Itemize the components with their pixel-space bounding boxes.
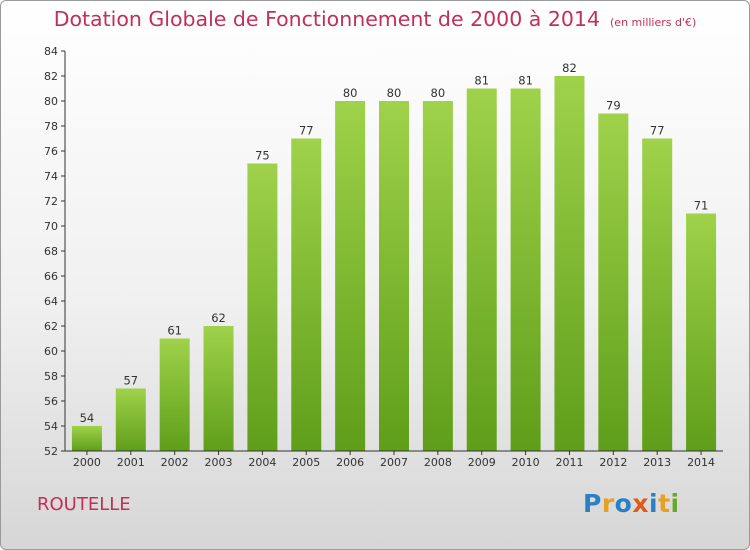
x-tick-label: 2014 [687, 456, 715, 469]
y-tick-label: 60 [44, 345, 58, 358]
bar-2005 [291, 138, 322, 451]
logo-letter: t [658, 489, 671, 518]
data-label-2001: 57 [123, 374, 138, 388]
bar-2014 [686, 213, 717, 451]
title-text: Dotation Globale de Fonctionnement de 20… [53, 7, 601, 31]
bar-2007 [379, 101, 409, 451]
proxiti-logo: Proxiti [583, 489, 680, 518]
bar-2008 [422, 101, 453, 451]
y-tick-label: 80 [44, 95, 58, 108]
x-tick-label: 2002 [161, 456, 189, 469]
data-label-2011: 82 [562, 61, 577, 75]
y-tick-label: 58 [44, 370, 58, 383]
bar-2002 [159, 338, 190, 451]
y-tick-label: 64 [44, 295, 58, 308]
x-tick-label: 2000 [73, 456, 101, 469]
bar-2012 [598, 113, 629, 451]
y-tick-label: 84 [44, 45, 58, 58]
x-tick-label: 2003 [205, 456, 233, 469]
y-tick-label: 74 [44, 170, 58, 183]
bar-2013 [642, 138, 673, 451]
y-tick-label: 56 [44, 395, 58, 408]
bar-2009 [466, 88, 497, 451]
x-tick-label: 2011 [555, 456, 583, 469]
data-label-2012: 79 [606, 99, 621, 113]
bar-2011 [554, 76, 585, 451]
data-label-2005: 77 [299, 124, 314, 138]
y-tick-label: 72 [44, 195, 58, 208]
x-tick-label: 2004 [248, 456, 276, 469]
data-label-2006: 80 [343, 86, 358, 100]
x-tick-label: 2001 [117, 456, 145, 469]
data-label-2008: 80 [431, 86, 446, 100]
bar-2004 [247, 163, 278, 451]
bar-2003 [203, 326, 234, 451]
x-tick-label: 2005 [292, 456, 320, 469]
data-label-2010: 81 [518, 74, 533, 88]
bar-2000 [71, 426, 102, 451]
y-tick-label: 52 [44, 445, 58, 458]
x-tick-label: 2013 [643, 456, 671, 469]
logo-letter: i [649, 489, 659, 518]
y-tick-label: 62 [44, 320, 58, 333]
bar-2006 [335, 101, 366, 451]
data-label-2004: 75 [255, 149, 270, 163]
x-tick-label: 2007 [380, 456, 408, 469]
data-label-2007: 80 [387, 86, 402, 100]
unit-subtitle: (en milliers d'€) [610, 16, 697, 29]
bar-2010 [510, 88, 541, 451]
data-label-2009: 81 [474, 74, 489, 88]
logo-letter: P [583, 489, 602, 518]
commune-name: ROUTELLE [37, 494, 131, 515]
y-tick-label: 76 [44, 145, 58, 158]
data-label-2000: 54 [80, 411, 95, 425]
y-tick-label: 54 [44, 420, 58, 433]
y-tick-label: 68 [44, 245, 58, 258]
logo-letter: r [601, 489, 615, 518]
bar-2001 [115, 388, 146, 451]
logo-letter: i [670, 489, 680, 518]
data-label-2002: 61 [167, 324, 182, 338]
x-tick-label: 2010 [512, 456, 540, 469]
chart-title: Dotation Globale de Fonctionnement de 20… [1, 7, 749, 31]
logo-letter: x [632, 489, 649, 518]
y-tick-label: 82 [44, 70, 58, 83]
x-tick-label: 2009 [468, 456, 496, 469]
x-tick-label: 2006 [336, 456, 364, 469]
x-tick-label: 2012 [599, 456, 627, 469]
y-tick-label: 70 [44, 220, 58, 233]
x-tick-label: 2008 [424, 456, 452, 469]
data-label-2013: 77 [650, 124, 665, 138]
y-tick-label: 78 [44, 120, 58, 133]
y-tick-label: 66 [44, 270, 58, 283]
data-label-2014: 71 [694, 199, 709, 213]
data-label-2003: 62 [211, 311, 226, 325]
logo-letter: o [614, 489, 633, 518]
